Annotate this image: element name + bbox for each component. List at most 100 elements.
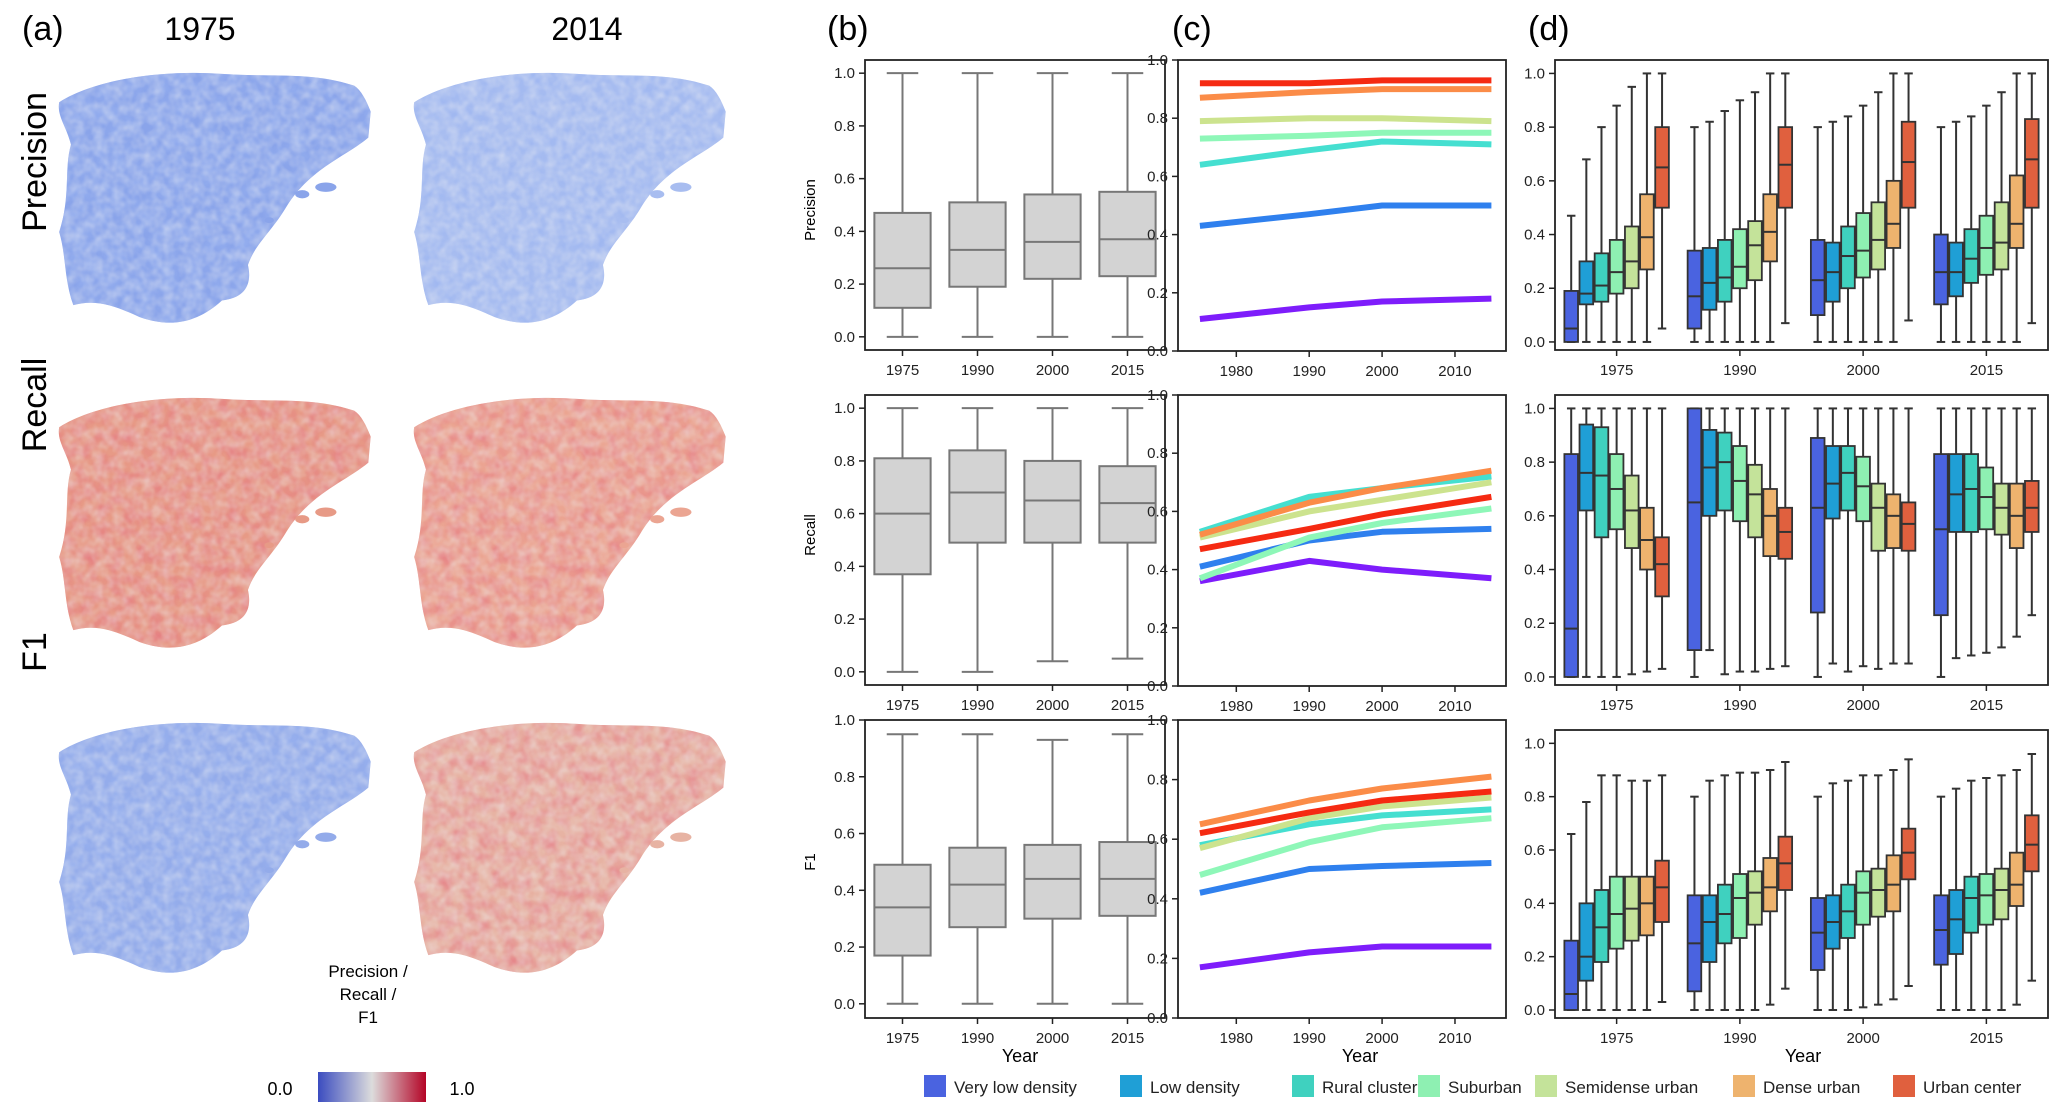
series-line-very-low-density (1199, 557, 1492, 585)
x-tick-label: 1990 (961, 362, 994, 379)
y-tick-label: 0.0 (1147, 1010, 1168, 1027)
x-tick-label: 1990 (1293, 1030, 1326, 1047)
y-tick-label: 0.6 (1524, 508, 1545, 525)
y-tick-label: 0.2 (1147, 620, 1168, 637)
box-urban-center (1900, 758, 1917, 987)
colorbar-min-label: 0.0 (267, 1079, 292, 1099)
box-suburban (1608, 104, 1625, 343)
box-iqr (1840, 445, 1856, 512)
box-urban-center (1777, 761, 1794, 990)
box-very-low-density (1563, 214, 1579, 343)
chart-c-recall: 0.0 0.2 0.4 0.6 0.8 1.0 1980 1990 2000 2010 (1147, 387, 1507, 715)
box-semidense-urban (1747, 771, 1763, 1011)
box-iqr (1900, 827, 1917, 881)
x-tick-label: 2015 (1111, 697, 1144, 714)
box-iqr (1654, 536, 1670, 598)
x-tick-label: 2010 (1438, 698, 1471, 715)
box-iqr (948, 201, 1007, 288)
box-rural-cluster (1963, 407, 1979, 657)
y-tick-label: 0.4 (1147, 891, 1168, 908)
box-2015 (1098, 72, 1157, 338)
box-iqr (1639, 506, 1655, 571)
x-tick-label: 1990 (1293, 698, 1326, 715)
x-tick-label: 1980 (1220, 363, 1253, 380)
box-very-low-density (1933, 407, 1949, 678)
y-tick-label: 0.4 (1524, 562, 1545, 579)
box-urban-center (2024, 407, 2040, 617)
b-recall-ylabel: Recall (802, 514, 819, 556)
box-iqr (1885, 854, 1902, 913)
box-iqr (873, 863, 932, 957)
box-iqr (1686, 407, 1703, 651)
box-2015 (1098, 733, 1157, 1005)
map-island (619, 867, 629, 874)
y-tick-label: 0.2 (1524, 615, 1545, 632)
box-low-density (1701, 779, 1718, 1011)
box-low-density (1578, 158, 1595, 343)
x-tick-label: 2010 (1438, 363, 1471, 380)
x-tick-label: 2000 (1846, 362, 1879, 379)
legend-swatch (1733, 1075, 1755, 1097)
box-low-density (1948, 787, 1964, 1011)
plot-frame (1554, 394, 2049, 686)
box-rural-cluster (1840, 115, 1856, 343)
colorbar-title-line1: Precision / (328, 962, 408, 981)
map-texture-light (58, 397, 371, 648)
x-tick-label: 2000 (1365, 698, 1398, 715)
x-tick-label: 2000 (1846, 697, 1879, 714)
box-group-1990 (1686, 407, 1794, 678)
box-group-1990 (1686, 72, 1794, 343)
series-line-semidense-urban (1199, 794, 1492, 851)
box-iqr (1732, 445, 1748, 523)
series-line-rural-cluster (1199, 138, 1492, 168)
series-line-dense-urban (1199, 467, 1492, 538)
y-tick-label: 0.6 (1524, 173, 1545, 190)
legend: Very low density Low density Rural cluster… (924, 1075, 2022, 1097)
plot-frame (1177, 394, 1507, 687)
box-iqr (1701, 247, 1718, 311)
legend-item-dense-urban: Dense urban (1733, 1075, 1860, 1097)
y-tick-label: 0.6 (834, 506, 855, 523)
box-iqr (1608, 239, 1625, 295)
box-iqr (1900, 501, 1917, 552)
box-iqr (1855, 455, 1871, 523)
y-tick-label: 1.0 (834, 712, 855, 729)
box-rural-cluster (1593, 774, 1610, 1011)
x-tick-label: 1990 (961, 697, 994, 714)
box-iqr (1593, 889, 1610, 963)
box-semidense-urban (1993, 91, 2010, 343)
colorbar (318, 1072, 426, 1102)
box-iqr (1978, 466, 1995, 531)
x-tick-label: 1975 (1600, 697, 1633, 714)
colorbar-title-line3: F1 (358, 1008, 378, 1027)
y-tick-label: 0.8 (1524, 789, 1545, 806)
box-iqr (1624, 225, 1640, 290)
y-tick-label: 0.4 (1524, 227, 1545, 244)
box-group-2015 (1933, 72, 2040, 343)
box-iqr (1777, 506, 1794, 560)
box-iqr (1870, 867, 1886, 918)
series-line-semidense-urban (1199, 479, 1492, 541)
y-tick-label: 0.6 (1147, 168, 1168, 185)
box-iqr (1993, 867, 2010, 921)
chart-b-f1: 0.0 0.2 0.4 0.6 0.8 1.0 1975 1990 2000 2015 (834, 712, 1166, 1047)
panel-label-b: (b) (827, 10, 869, 48)
box-dense-urban (1885, 72, 1902, 343)
map-island (650, 190, 665, 199)
plot-frame (1554, 59, 2049, 351)
y-tick-label: 1.0 (1524, 400, 1545, 417)
box-iqr (1639, 193, 1655, 271)
box-1990 (948, 407, 1007, 673)
box-suburban (1978, 407, 1995, 654)
x-tick-label: 2000 (1365, 1030, 1398, 1047)
plot-frame (1554, 729, 2049, 1019)
series-line-dense-urban (1199, 773, 1492, 828)
box-semidense-urban (1870, 91, 1886, 343)
chart-d-f1: 0.0 0.2 0.4 0.6 0.8 1.0 1975 1990 2000 2015 (1524, 729, 2049, 1047)
map-island (264, 542, 274, 549)
box-iqr (1686, 249, 1703, 330)
box-iqr (1608, 875, 1625, 950)
box-suburban (1978, 104, 1995, 343)
series-line-low-density (1199, 202, 1492, 229)
